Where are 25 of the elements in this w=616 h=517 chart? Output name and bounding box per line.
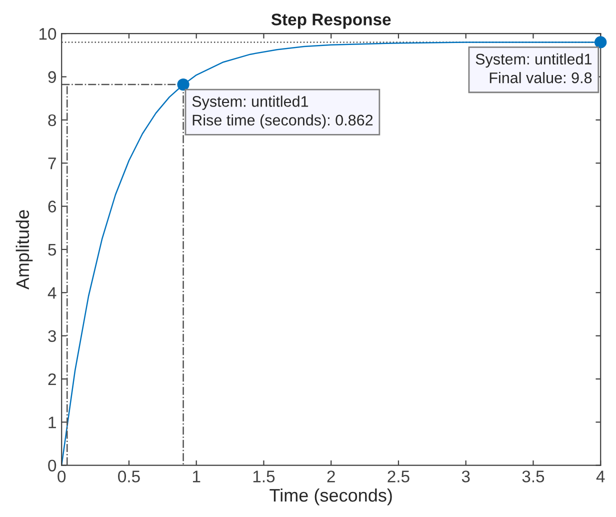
y-tick-label: 7	[48, 158, 56, 170]
y-tick-label: 3	[48, 330, 56, 342]
y-tick-label: 1	[48, 416, 56, 428]
x-tick-label: 1.5	[253, 470, 275, 482]
x-tick-label: 3	[462, 470, 470, 482]
y-axis-title: Amplitude	[16, 210, 33, 290]
x-tick-label: 1	[192, 470, 200, 482]
x-tick-label: 3.5	[522, 470, 544, 482]
y-tick-label: 9	[48, 71, 56, 83]
x-tick-label: 2.5	[388, 470, 410, 482]
annotation: System: untitled1 Final value: 9.8	[476, 53, 592, 84]
chart-title: Step Response	[271, 14, 391, 29]
y-tick-label: 8	[48, 114, 56, 126]
x-tick-label: 2	[327, 470, 335, 482]
y-tick-label: 0	[48, 460, 56, 472]
x-tick-label: 0	[58, 470, 66, 482]
x-axis-title: Time (seconds)	[270, 488, 392, 506]
y-tick-label: 5	[48, 244, 56, 256]
y-tick-label: 6	[48, 200, 56, 212]
y-tick-label: 10	[39, 28, 56, 40]
y-tick-label: 2	[48, 373, 56, 385]
y-tick-label: 4	[48, 287, 56, 299]
annotation: System: untitled1 Rise time (seconds): 0.862	[192, 96, 373, 129]
x-tick-label: 0.5	[118, 470, 140, 482]
x-tick-label: 4	[596, 470, 605, 482]
